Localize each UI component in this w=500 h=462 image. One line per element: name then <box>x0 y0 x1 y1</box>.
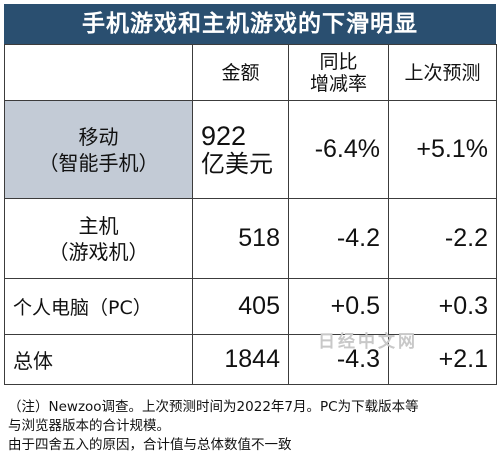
amount-value: 922 <box>201 120 247 151</box>
header-yoy-label: 同比 增减率 <box>297 51 380 95</box>
row-label-mobile: 移动 （智能手机） <box>4 100 193 199</box>
cell-amount-mobile: 922 亿美元 <box>192 100 289 199</box>
cell-previous-forecast-console: -2.2 <box>388 198 497 279</box>
footnotes: （注）Newzoo调查。上次预测时间为2022年7月。PC为下载版本等 与浏览器… <box>8 398 494 455</box>
data-table: 金额 同比 增减率 上次预测 移动 （智能手机） 922 亿美元 -6.4% +5… <box>4 44 497 385</box>
table-header-row: 金额 同比 增减率 上次预测 <box>4 44 497 101</box>
row-label-pc: 个人电脑（PC） <box>4 278 193 335</box>
cell-yoy-total: -4.3 <box>288 334 389 385</box>
header-cell-amount: 金额 <box>192 44 289 101</box>
footnote-line: 与浏览器版本的合计规模。 <box>8 418 170 434</box>
row-label-console: 主机 （游戏机） <box>4 198 193 279</box>
row-label-line: 主机 <box>78 213 119 238</box>
cell-amount-total: 1844 <box>192 334 289 385</box>
cell-previous-forecast-mobile: +5.1% <box>388 100 497 199</box>
row-label-line: （游戏机） <box>48 239 149 264</box>
header-cell-empty <box>4 44 193 101</box>
header-cell-previous-forecast: 上次预测 <box>388 44 497 101</box>
footnote-line: 由于四舍五入的原因，合计值与总体数值不一致 <box>8 437 292 453</box>
watermark: 日经中文网 <box>318 332 418 352</box>
cell-yoy-pc: +0.5 <box>288 278 389 335</box>
table-row: 个人电脑（PC） 405 +0.5 +0.3 <box>4 278 497 335</box>
table-row: 移动 （智能手机） 922 亿美元 -6.4% +5.1% <box>4 100 497 199</box>
cell-yoy-console: -4.2 <box>288 198 389 279</box>
cell-amount-pc: 405 <box>192 278 289 335</box>
cell-previous-forecast-pc: +0.3 <box>388 278 497 335</box>
row-label-line: 移动 <box>78 124 119 149</box>
header-label-line: 增减率 <box>309 72 367 95</box>
cell-yoy-mobile: -6.4% <box>288 100 389 199</box>
row-label-line: （智能手机） <box>38 150 159 175</box>
amount-unit: 亿美元 <box>201 149 273 178</box>
header-cell-yoy: 同比 增减率 <box>288 44 389 101</box>
row-label-total: 总体 <box>4 334 193 385</box>
cell-amount-console: 518 <box>192 198 289 279</box>
chart-title: 手机游戏和主机游戏的下滑明显 <box>4 4 496 44</box>
table-row: 主机 （游戏机） 518 -4.2 -2.2 <box>4 198 497 279</box>
cell-previous-forecast-total: +2.1 <box>388 334 497 385</box>
header-label-line: 同比 <box>319 50 358 73</box>
table-row: 总体 1844 -4.3 +2.1 <box>4 334 497 385</box>
footnote-line: （注）Newzoo调查。上次预测时间为2022年7月。PC为下载版本等 <box>8 399 419 415</box>
